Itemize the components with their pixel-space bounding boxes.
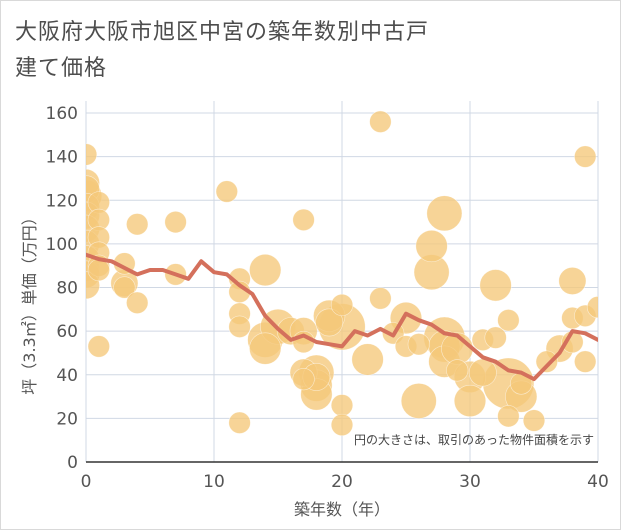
y-tick-label: 140 [46,148,78,168]
y-tick-label: 20 [56,409,78,429]
data-point [446,359,469,382]
data-point [369,110,392,133]
x-tick-label: 40 [587,472,609,492]
data-point [315,308,344,337]
data-point [415,229,448,263]
data-point [407,333,430,356]
y-tick-label: 120 [46,191,78,211]
data-point [558,267,587,295]
x-tick-label: 30 [459,472,481,492]
data-point [164,210,187,234]
data-point [87,258,110,282]
data-point [351,343,384,376]
data-point [215,180,238,203]
data-point [292,208,315,231]
y-tick-label: 40 [56,366,78,386]
data-point [330,394,354,417]
data-point [586,296,598,319]
x-tick-label: 0 [81,472,92,492]
average-price-line [86,252,598,382]
data-point [228,315,251,338]
data-point [497,405,520,428]
data-point [86,143,98,166]
data-point [497,309,520,332]
tick-layer: 0 20 40 60 80 100 120 140 160 0 10 20 30 40 [46,104,609,492]
data-point [468,358,497,387]
y-tick-label: 60 [56,322,78,342]
data-point [479,269,512,302]
trend-layer [86,252,598,382]
data-point [228,411,251,434]
x-axis-title: 築年数（年） [294,500,390,519]
data-point [453,384,487,418]
data-point [249,253,282,287]
chart-title: 大阪府大阪市旭区中宮の築年数別中古戸建て価格 [15,20,430,81]
y-tick-label: 100 [46,235,78,255]
data-point [292,368,315,391]
y-axis-title: 坪（3.3㎡）単価（万円） [20,209,39,394]
data-point [522,409,546,432]
data-point [330,413,354,437]
data-point [126,291,149,314]
x-tick-label: 10 [203,472,225,492]
data-point [369,287,392,310]
data-point [126,213,149,236]
data-point [426,195,463,232]
data-point [484,326,507,349]
data-point [535,350,558,373]
data-point [574,350,597,373]
data-point [400,383,437,419]
grid-layer [85,101,599,462]
size-note: 円の大きさは、取引のあった物件面積を示す [354,432,594,447]
x-tick-label: 20 [331,472,353,492]
y-tick-label: 160 [46,104,78,124]
data-point [87,335,110,358]
data-point [574,145,597,168]
y-tick-label: 80 [56,279,78,299]
data-point [330,293,354,317]
bubble-layer [86,110,598,437]
data-point [113,276,136,299]
y-tick-label: 0 [67,453,78,473]
data-point [249,332,282,365]
